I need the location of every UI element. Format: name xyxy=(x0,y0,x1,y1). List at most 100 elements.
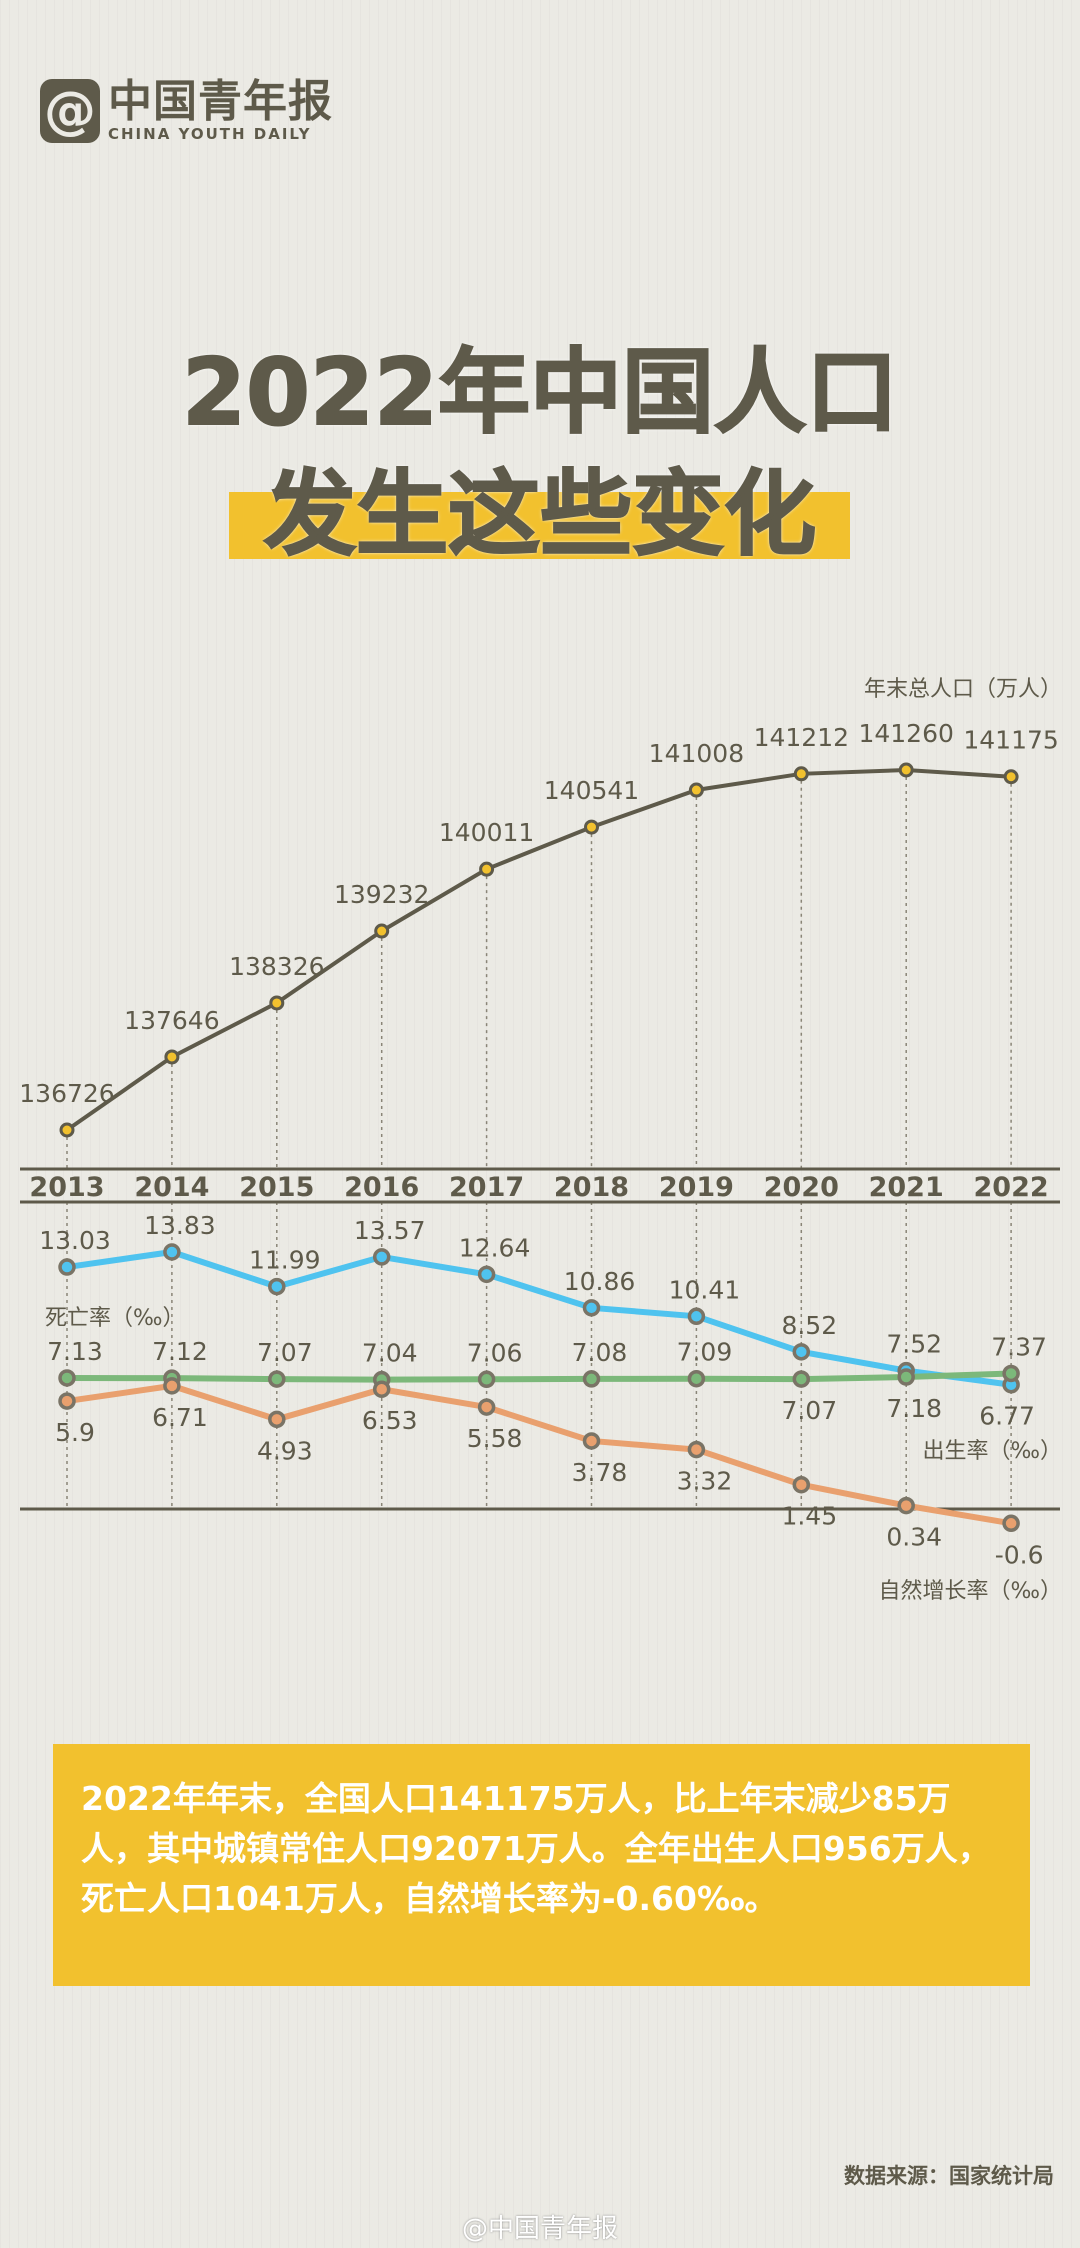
population-point xyxy=(479,861,495,877)
birth-rate-data-label: 13.57 xyxy=(354,1216,426,1245)
logo-name-en: CHINA YOUTH DAILY xyxy=(108,125,312,143)
birth-rate-line xyxy=(66,1248,1012,1388)
birth-rate-data-label: 10.86 xyxy=(564,1267,636,1296)
natural-growth-data-label: 5.9 xyxy=(55,1418,95,1447)
birth-rate-point xyxy=(372,1248,391,1266)
death-rate-point xyxy=(687,1369,706,1388)
birth-rate-data-label: 8.52 xyxy=(781,1311,837,1340)
page-title-line2: 发生这些变化 xyxy=(263,460,817,569)
natural-growth-data-label: 0.34 xyxy=(886,1523,942,1552)
natural-growth-data-label: 5.58 xyxy=(467,1424,523,1453)
population-data-label: 141008 xyxy=(649,739,744,768)
natural-growth-point xyxy=(268,1410,286,1429)
death-rate-series-label: 死亡率（‰） xyxy=(45,1306,185,1331)
summary-box: 2022年年末，全国人口141175万人，比上年末减少85万人，其中城镇常住人口… xyxy=(53,1744,1030,1986)
death-rate-point xyxy=(268,1370,286,1388)
natural-growth-point xyxy=(687,1440,706,1459)
year-tick-label: 2019 xyxy=(659,1172,734,1203)
death-rate-data-label: 7.13 xyxy=(47,1337,103,1366)
death-rate-data-label: 7.09 xyxy=(677,1338,733,1367)
population-point xyxy=(269,995,285,1011)
natural-growth-data-label: 1.45 xyxy=(781,1502,837,1531)
natural-growth-point xyxy=(897,1496,915,1515)
natural-growth-data-label: 3.78 xyxy=(572,1458,628,1487)
year-tick-label: 2017 xyxy=(449,1172,524,1203)
birth-rate-point xyxy=(163,1243,181,1261)
birth-rate-data-label: 13.03 xyxy=(39,1226,111,1255)
year-tick-label: 2022 xyxy=(974,1172,1049,1203)
natural-growth-data-label: 4.93 xyxy=(257,1436,313,1465)
natural-growth-data-label: -0.6 xyxy=(995,1540,1044,1569)
population-data-label: 141260 xyxy=(858,719,953,748)
population-point xyxy=(688,782,704,798)
data-source: 数据来源：国家统计局 xyxy=(844,2164,1054,2188)
natural-growth-data-label: 6.53 xyxy=(362,1406,418,1435)
death-rate-data-label: 7.18 xyxy=(886,1394,942,1423)
year-tick-label: 2016 xyxy=(344,1172,419,1203)
birth-rate-data-label: 7.52 xyxy=(886,1330,942,1359)
title-highlight xyxy=(229,492,850,559)
death-rate-data-label: 7.12 xyxy=(152,1337,208,1366)
death-rate-point xyxy=(792,1370,811,1388)
death-rate-data-label: 7.06 xyxy=(467,1338,523,1367)
birth-rate-data-label: 10.41 xyxy=(669,1275,741,1304)
death-rate-point xyxy=(1002,1364,1020,1383)
birth-rate-point xyxy=(792,1343,811,1361)
death-rate-data-label: 7.04 xyxy=(362,1339,418,1368)
death-rate-point xyxy=(897,1368,915,1386)
natural-growth-series-label: 自然增长率（‰） xyxy=(878,1579,1062,1604)
year-tick-label: 2014 xyxy=(134,1172,209,1203)
year-tick-label: 2013 xyxy=(29,1172,104,1203)
year-tick-label: 2018 xyxy=(554,1172,629,1203)
population-point xyxy=(59,1122,75,1138)
birth-rate-data-label: 12.64 xyxy=(459,1233,531,1262)
natural-growth-data-label: 6.71 xyxy=(152,1403,208,1432)
birth-rate-point xyxy=(477,1265,496,1284)
population-point xyxy=(374,923,390,939)
population-data-label: 139232 xyxy=(334,880,429,909)
natural-growth-line xyxy=(66,1382,1012,1527)
natural-growth-point xyxy=(582,1432,601,1450)
population-point xyxy=(584,819,599,835)
population-data-label: 141212 xyxy=(754,723,849,752)
logo-name-cn: 中国青年报 xyxy=(108,76,333,127)
death-rate-data-label: 7.37 xyxy=(991,1332,1047,1361)
at-icon: @ xyxy=(40,79,100,143)
death-rate-point xyxy=(477,1370,496,1389)
birth-rate-point xyxy=(268,1277,286,1296)
population-data-label: 140011 xyxy=(439,818,534,847)
population-point xyxy=(898,762,914,778)
natural-growth-point xyxy=(477,1398,496,1416)
birth-rate-data-label: 6.77 xyxy=(979,1402,1035,1431)
death-rate-point xyxy=(58,1369,76,1387)
birth-rate-data-label: 11.99 xyxy=(249,1246,321,1275)
population-charts: 2013 2014 2015 2016 2017 2018 2019 2020 2021 2022… xyxy=(19,677,1062,1604)
watermark: @中国青年报 xyxy=(461,2214,618,2244)
death-rate-data-label: 7.08 xyxy=(572,1338,628,1367)
natural-growth-data-label: 3.32 xyxy=(677,1467,733,1496)
population-series-label: 年末总人口（万人） xyxy=(864,677,1062,702)
population-point xyxy=(164,1049,180,1065)
death-rate-line xyxy=(66,1370,1012,1383)
page-title-line1: 2022年中国人口 xyxy=(181,338,899,447)
birth-rate-data-label: 13.83 xyxy=(144,1211,216,1240)
natural-growth-point xyxy=(792,1475,811,1494)
natural-growth-point xyxy=(163,1377,181,1395)
death-rate-data-label: 7.07 xyxy=(257,1338,313,1367)
year-tick-label: 2021 xyxy=(869,1172,944,1203)
logo: @ 中国青年报 CHINA YOUTH DAILY xyxy=(40,79,333,143)
population-point xyxy=(793,766,809,782)
birth-rate-point xyxy=(687,1307,706,1326)
birth-rate-point xyxy=(58,1258,76,1276)
death-rate-point xyxy=(582,1370,601,1388)
population-data-label: 137646 xyxy=(124,1006,219,1035)
natural-growth-point xyxy=(58,1392,76,1410)
death-rate-data-label: 7.07 xyxy=(781,1396,837,1425)
year-tick-label: 2020 xyxy=(764,1172,839,1203)
natural-growth-point xyxy=(1002,1514,1020,1533)
year-tick-label: 2015 xyxy=(239,1172,314,1203)
population-point xyxy=(1003,769,1019,785)
birth-rate-point xyxy=(582,1299,601,1317)
population-data-label: 136726 xyxy=(19,1079,114,1108)
population-data-label: 138326 xyxy=(229,952,324,981)
